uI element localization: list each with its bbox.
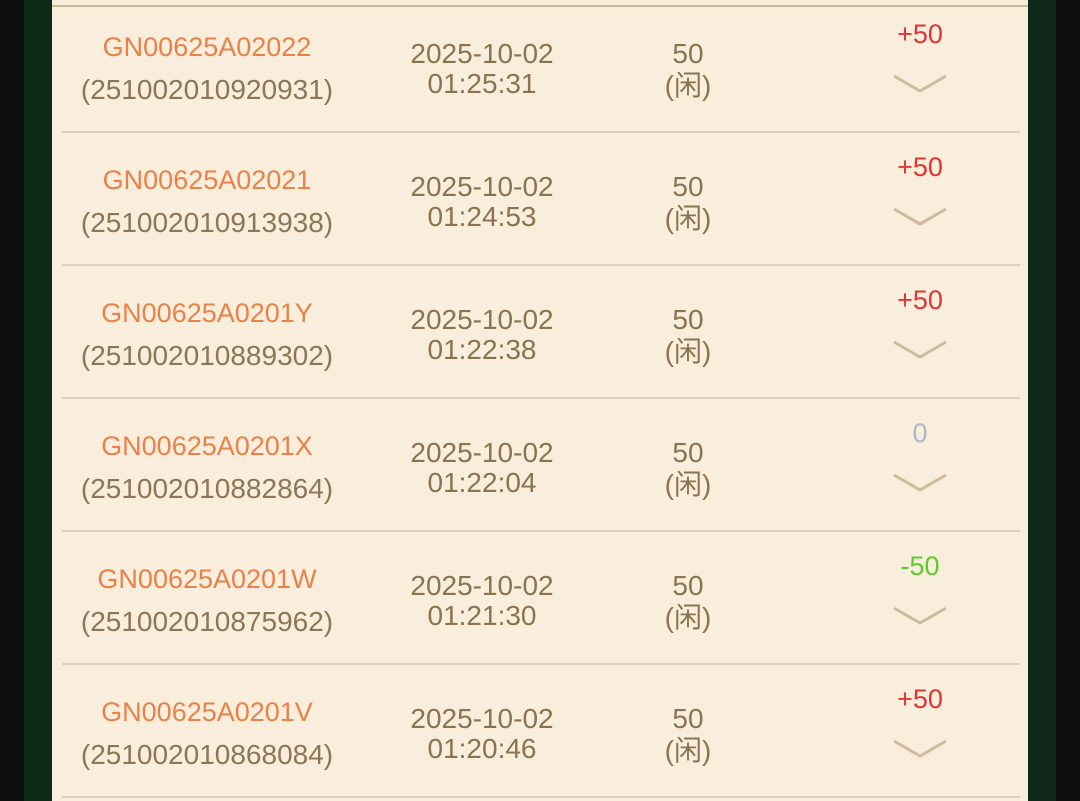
round-id[interactable]: GN00625A0201V xyxy=(101,697,313,727)
panel-divider xyxy=(52,5,1028,7)
chevron-down-icon[interactable] xyxy=(892,205,948,229)
round-id[interactable]: GN00625A02021 xyxy=(102,165,312,195)
bet-history-panel[interactable]: GN00625A02022 (251002010920931) 2025-10-… xyxy=(52,0,1028,801)
round-id[interactable]: GN00625A0201X xyxy=(101,431,313,461)
background-right xyxy=(1026,0,1056,801)
win-loss-amount: +50 xyxy=(897,152,943,182)
background-left xyxy=(24,0,54,801)
bet-date: 2025-10-02 xyxy=(410,171,554,202)
table-row[interactable]: GN00625A02021 (251002010913938) 2025-10-… xyxy=(62,133,1020,266)
time-cell: 2025-10-02 01:25:31 xyxy=(382,39,582,99)
bet-side: (闲) xyxy=(664,469,712,500)
order-number: (251002010889302) xyxy=(80,340,334,371)
chevron-down-icon[interactable] xyxy=(892,737,948,761)
bet-time: 01:22:04 xyxy=(427,467,537,498)
bet-date: 2025-10-02 xyxy=(410,304,554,335)
bet-amount: 50 xyxy=(672,703,704,734)
time-cell: 2025-10-02 01:20:46 xyxy=(382,704,582,764)
table-row[interactable]: GN00625A0201X (251002010882864) 2025-10-… xyxy=(62,399,1020,532)
bet-time: 01:25:31 xyxy=(427,68,537,99)
amount-cell: 50 (闲) xyxy=(618,703,758,767)
table-row[interactable]: GN00625A0201V (251002010868084) 2025-10-… xyxy=(62,665,1020,798)
bet-amount: 50 xyxy=(672,304,704,335)
table-row[interactable]: GN00625A0201Y (251002010889302) 2025-10-… xyxy=(62,266,1020,399)
round-id[interactable]: GN00625A02022 xyxy=(102,32,312,62)
bet-time: 01:24:53 xyxy=(427,201,537,232)
amount-cell: 50 (闲) xyxy=(618,38,758,102)
bet-amount: 50 xyxy=(672,570,704,601)
bet-date: 2025-10-02 xyxy=(410,570,554,601)
win-loss-amount: 0 xyxy=(912,418,928,448)
bet-side: (闲) xyxy=(664,602,712,633)
win-loss-amount: +50 xyxy=(897,19,943,49)
bet-amount: 50 xyxy=(672,437,704,468)
chevron-down-icon[interactable] xyxy=(892,72,948,96)
bet-amount: 50 xyxy=(672,171,704,202)
bet-date: 2025-10-02 xyxy=(410,703,554,734)
bet-side: (闲) xyxy=(664,203,712,234)
amount-cell: 50 (闲) xyxy=(618,570,758,634)
chevron-down-icon[interactable] xyxy=(892,604,948,628)
amount-cell: 50 (闲) xyxy=(618,437,758,501)
bet-date: 2025-10-02 xyxy=(410,38,554,69)
order-number: (251002010875962) xyxy=(80,606,334,637)
time-cell: 2025-10-02 01:21:30 xyxy=(382,571,582,631)
chevron-down-icon[interactable] xyxy=(892,471,948,495)
round-id[interactable]: GN00625A0201W xyxy=(97,564,317,594)
bet-side: (闲) xyxy=(664,70,712,101)
amount-cell: 50 (闲) xyxy=(618,171,758,235)
table-row[interactable]: GN00625A0201W (251002010875962) 2025-10-… xyxy=(62,532,1020,665)
time-cell: 2025-10-02 01:22:38 xyxy=(382,305,582,365)
bet-time: 01:20:46 xyxy=(427,733,537,764)
win-loss-amount: -50 xyxy=(900,551,940,581)
table-row[interactable]: GN00625A02022 (251002010920931) 2025-10-… xyxy=(62,0,1020,133)
bet-side: (闲) xyxy=(664,735,712,766)
bet-amount: 50 xyxy=(672,38,704,69)
amount-cell: 50 (闲) xyxy=(618,304,758,368)
bet-side: (闲) xyxy=(664,336,712,367)
round-id[interactable]: GN00625A0201Y xyxy=(101,298,313,328)
time-cell: 2025-10-02 01:24:53 xyxy=(382,172,582,232)
bet-time: 01:22:38 xyxy=(427,334,537,365)
time-cell: 2025-10-02 01:22:04 xyxy=(382,438,582,498)
order-number: (251002010913938) xyxy=(80,207,334,238)
bet-time: 01:21:30 xyxy=(427,600,537,631)
order-number: (251002010920931) xyxy=(80,74,334,105)
chevron-down-icon[interactable] xyxy=(892,338,948,362)
order-number: (251002010882864) xyxy=(80,473,334,504)
win-loss-amount: +50 xyxy=(897,684,943,714)
bet-date: 2025-10-02 xyxy=(410,437,554,468)
win-loss-amount: +50 xyxy=(897,285,943,315)
order-number: (251002010868084) xyxy=(80,739,334,770)
